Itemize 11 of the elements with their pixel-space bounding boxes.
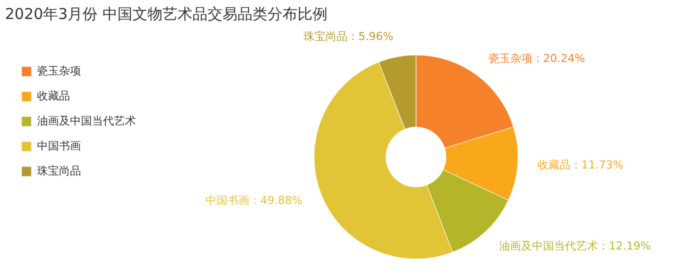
legend-label: 瓷玉杂项 xyxy=(37,64,81,78)
chart-title: 2020年3月份 中国文物艺术品交易品类分布比例 xyxy=(5,5,328,23)
legend-label: 收藏品 xyxy=(37,90,70,102)
data-label: 收藏品 : 11.73% xyxy=(538,158,624,172)
data-label: 瓷玉杂项 : 20.24% xyxy=(488,52,586,65)
legend-label: 珠宝尚品 xyxy=(37,164,81,178)
legend-label: 中国书画 xyxy=(37,140,81,152)
data-label: 油画及中国当代艺术 : 12.19% xyxy=(499,239,651,252)
data-label: 珠宝尚品 : 5.96% xyxy=(304,30,394,44)
data-label: 中国书画 : 49.88% xyxy=(206,194,302,208)
legend-label: 油画及中国当代艺术 xyxy=(37,114,136,128)
